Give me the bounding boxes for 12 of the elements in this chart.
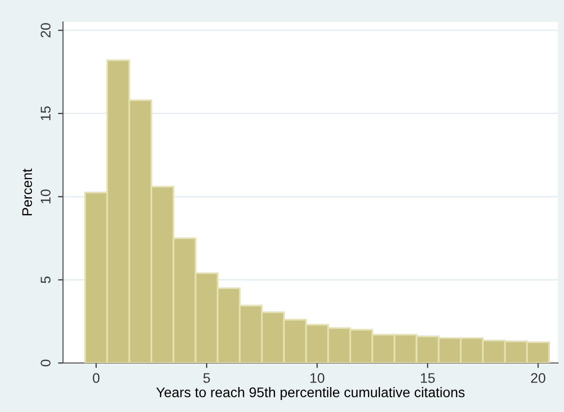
x-tick-label: 20	[531, 373, 546, 383]
x-tick-label: 5	[203, 373, 210, 383]
y-tick-label: 5	[40, 276, 51, 284]
x-tick-label: 15	[420, 373, 435, 383]
x-tick-label: 10	[310, 373, 324, 383]
x-axis-title: Years to reach 95th percentile cumulative citations	[156, 387, 465, 400]
x-tick-label: 0	[92, 373, 100, 383]
y-tick-label: 15	[40, 106, 51, 120]
y-axis-title: Percent	[22, 168, 32, 216]
y-tick-label: 20	[40, 23, 51, 38]
y-tick-label: 10	[40, 189, 51, 204]
y-tick-label: 0	[40, 360, 51, 366]
